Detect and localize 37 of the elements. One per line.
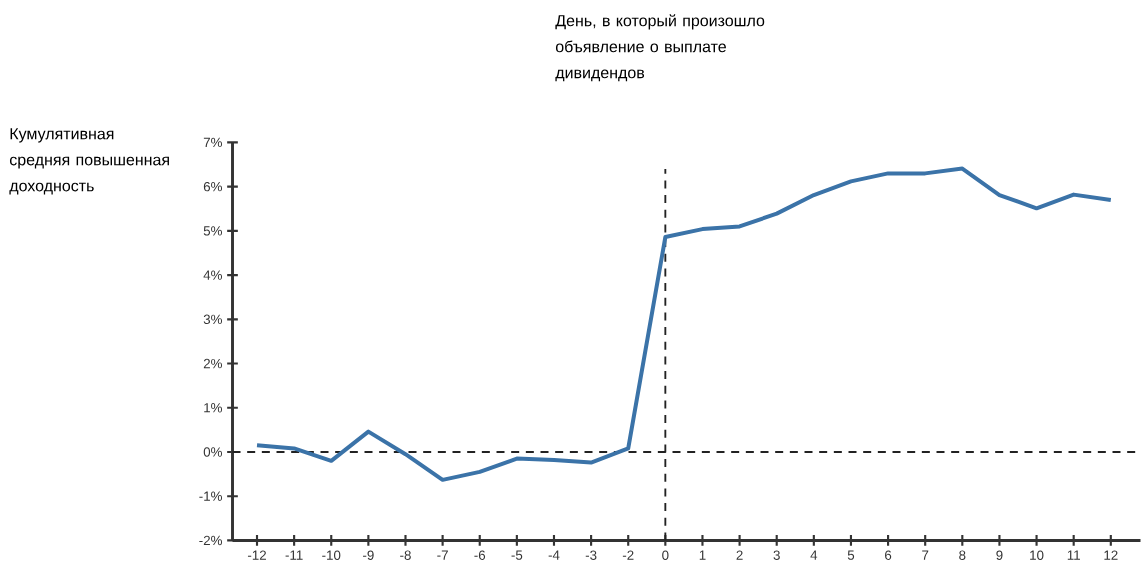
x-tick-label: 12 — [1104, 550, 1118, 560]
y-tick-label: 3% — [203, 314, 222, 325]
y-tick-label: 2% — [203, 358, 222, 369]
y-axis-title: Кумулятивная средняя повышенная доходность — [9, 128, 169, 195]
x-tick-label: -10 — [322, 550, 341, 560]
y-tick-label: 0% — [203, 447, 222, 457]
x-tick-label: -11 — [285, 550, 303, 560]
x-tick-label: -8 — [400, 550, 411, 560]
x-tick-label: 1 — [699, 550, 706, 560]
ref-line-label: День, в который произошло объявление о выплате дивидендов — [555, 14, 765, 82]
x-tick-label: 6 — [885, 550, 892, 560]
x-tick-label: -12 — [247, 550, 266, 560]
x-tick-label: 5 — [847, 550, 855, 560]
x-tick-label: -4 — [548, 550, 560, 560]
y-tick-label: 6% — [203, 181, 222, 192]
y-tick-label: 5% — [203, 226, 222, 236]
x-tick-label: -6 — [474, 550, 486, 560]
x-tick-label: 8 — [959, 550, 966, 560]
x-tick-label: 0 — [662, 550, 669, 560]
x-tick-label: 10 — [1030, 550, 1044, 560]
x-tick-label: 11 — [1067, 550, 1080, 560]
y-tick-label: 1% — [204, 403, 222, 413]
y-tick-label: 7% — [203, 137, 222, 148]
x-tick-label: -7 — [437, 550, 448, 560]
x-tick-label: 4 — [810, 550, 818, 560]
x-tick-label: 7 — [922, 550, 929, 560]
y-tick-label: 4% — [203, 270, 222, 280]
x-tick-label: -9 — [363, 550, 374, 560]
x-tick-label: 2 — [736, 550, 743, 560]
x-tick-label: -3 — [585, 550, 597, 560]
x-tick-label: -2 — [622, 550, 634, 560]
x-tick-label: 3 — [773, 550, 780, 560]
y-tick-label: -2% — [199, 535, 222, 546]
x-tick-label: 9 — [996, 550, 1003, 560]
line-series — [255, 166, 1113, 482]
x-tick-label: -5 — [511, 550, 523, 560]
y-tick-label: -1% — [199, 491, 222, 501]
